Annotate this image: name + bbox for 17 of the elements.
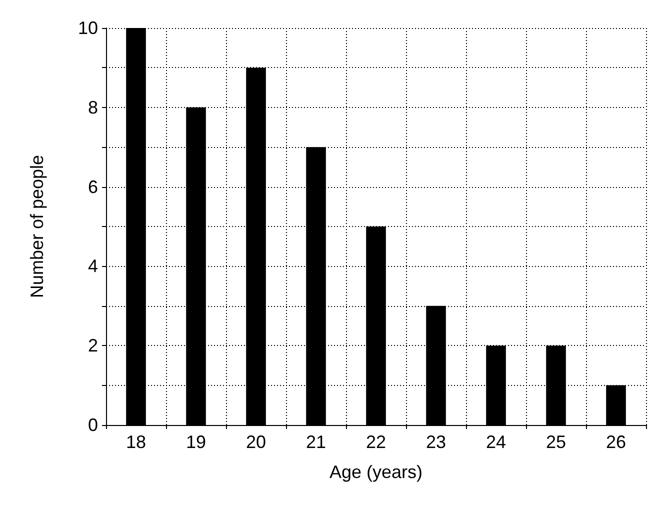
x-tick-label: 19 (186, 432, 206, 452)
y-tick-label: 8 (88, 97, 98, 118)
y-axis-title: Number of people (27, 154, 47, 298)
y-tick-label: 0 (88, 415, 98, 435)
x-tick-label: 20 (246, 432, 266, 452)
x-tick-label: 25 (546, 432, 566, 452)
x-tick-label: 24 (486, 432, 506, 452)
y-tick-label: 6 (88, 176, 98, 197)
x-tick-label: 26 (606, 432, 626, 452)
x-tick-label: 23 (426, 432, 446, 452)
x-tick-label: 22 (366, 432, 386, 452)
x-tick-label: 21 (306, 432, 326, 452)
x-tick-label: 18 (126, 432, 146, 452)
y-tick-label: 2 (88, 336, 98, 356)
y-tick-label: 4 (88, 256, 98, 276)
x-axis-title: Age (years) (329, 462, 423, 482)
y-tick-label: 10 (78, 18, 98, 38)
